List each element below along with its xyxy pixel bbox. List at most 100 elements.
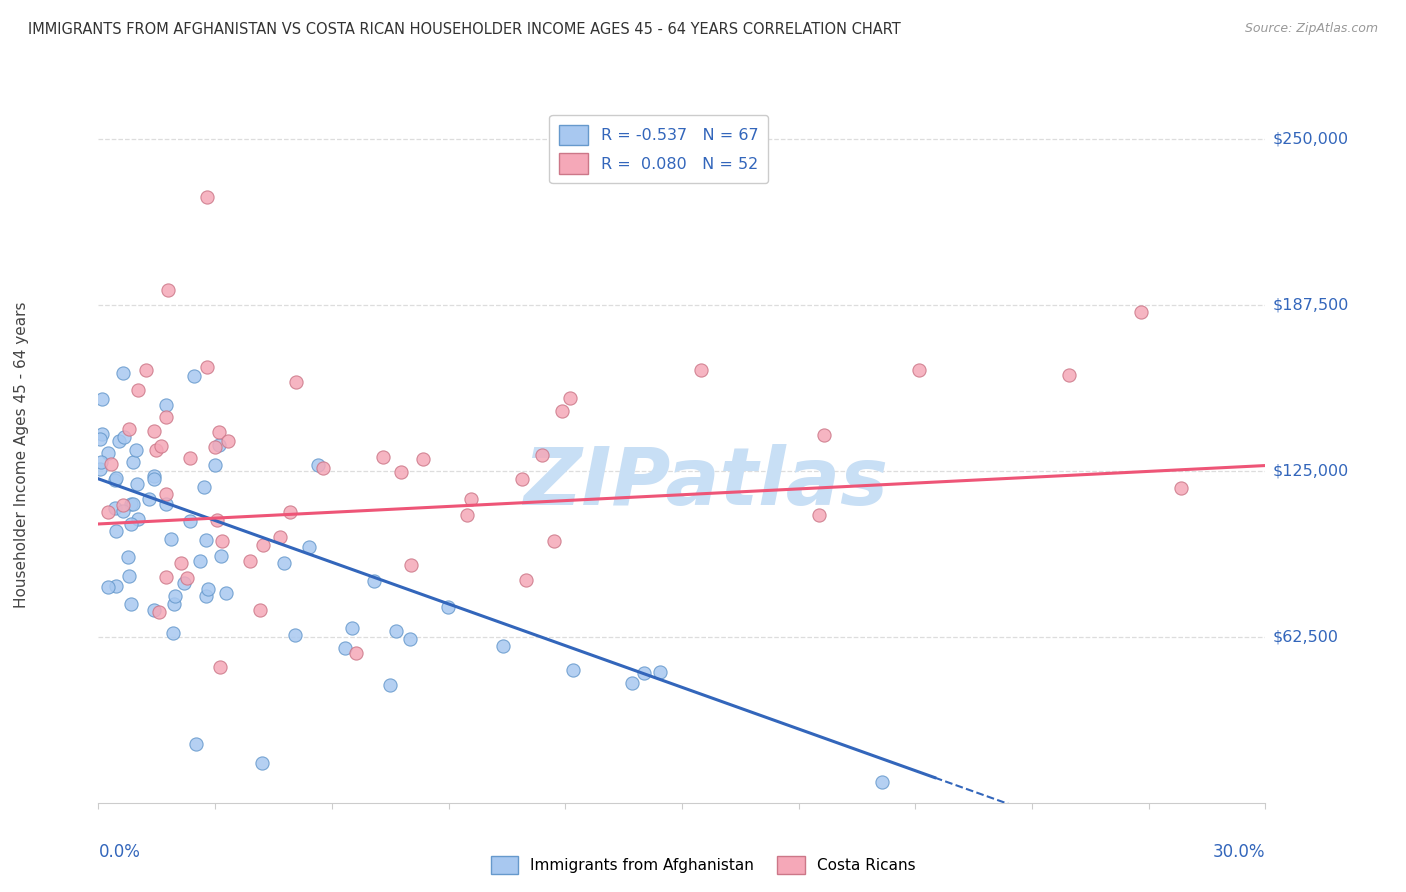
Point <box>89 461 111 475</box>
Point <box>398 632 420 647</box>
Point <box>195 589 218 603</box>
Point <box>412 452 434 467</box>
Point <box>163 589 186 603</box>
Point <box>193 480 215 494</box>
Point <box>204 440 226 454</box>
Point <box>179 451 201 466</box>
Point <box>176 571 198 585</box>
Point <box>120 598 142 612</box>
Point <box>307 458 329 472</box>
Point <box>138 492 160 507</box>
Point <box>456 508 478 522</box>
Point <box>121 497 143 511</box>
Point <box>188 554 211 568</box>
Point <box>150 440 173 454</box>
Point <box>211 533 233 548</box>
Text: 0.0%: 0.0% <box>98 843 141 861</box>
Point <box>155 486 177 500</box>
Point <box>91 426 114 441</box>
Point <box>105 524 128 539</box>
Point <box>179 514 201 528</box>
Point <box>170 556 193 570</box>
Point <box>492 639 515 653</box>
Point <box>385 624 408 638</box>
Text: $250,000: $250,000 <box>1272 131 1348 146</box>
Point <box>117 550 139 565</box>
Text: $125,000: $125,000 <box>1272 463 1348 478</box>
Point <box>97 505 120 519</box>
Point <box>143 468 166 483</box>
Point <box>157 283 180 297</box>
Point <box>371 450 394 464</box>
Point <box>127 512 149 526</box>
Point <box>155 497 177 511</box>
Point <box>515 573 537 587</box>
Point <box>127 476 149 491</box>
Point <box>90 455 112 469</box>
Point <box>1129 304 1152 318</box>
Text: 30.0%: 30.0% <box>1213 843 1265 861</box>
Point <box>104 474 127 488</box>
Point <box>183 368 205 383</box>
Point <box>633 665 655 680</box>
Point <box>112 429 135 443</box>
Point <box>120 497 142 511</box>
Point <box>813 428 835 442</box>
Text: $62,500: $62,500 <box>1272 630 1339 644</box>
Point <box>208 660 231 674</box>
Text: Source: ZipAtlas.com: Source: ZipAtlas.com <box>1244 22 1378 36</box>
Point <box>194 533 217 547</box>
Point <box>155 399 177 413</box>
Point <box>205 513 228 527</box>
Point <box>562 664 585 678</box>
Point <box>249 602 271 616</box>
Text: ZIPatlas: ZIPatlas <box>523 443 887 522</box>
Point <box>127 383 149 397</box>
Point <box>250 756 273 770</box>
Point <box>870 774 893 789</box>
Point <box>344 646 367 660</box>
Point <box>208 438 231 452</box>
Text: IMMIGRANTS FROM AFGHANISTAN VS COSTA RICAN HOUSEHOLDER INCOME AGES 45 - 64 YEARS: IMMIGRANTS FROM AFGHANISTAN VS COSTA RIC… <box>28 22 901 37</box>
Point <box>284 628 307 642</box>
Point <box>648 665 671 679</box>
Point <box>531 449 554 463</box>
Point <box>122 455 145 469</box>
Point <box>108 434 131 448</box>
Point <box>112 498 135 512</box>
Point <box>399 558 422 572</box>
Point <box>160 533 183 547</box>
Point <box>278 506 301 520</box>
Point <box>620 676 643 690</box>
Point <box>239 553 262 567</box>
Point <box>118 569 141 583</box>
Point <box>125 443 148 458</box>
Point <box>100 457 122 471</box>
Point <box>209 549 232 563</box>
Point <box>112 504 135 518</box>
Point <box>105 471 128 485</box>
Point <box>197 360 219 375</box>
Point <box>285 375 308 389</box>
Point <box>340 621 363 635</box>
Point <box>273 556 295 570</box>
Point <box>197 582 219 597</box>
Point <box>148 605 170 619</box>
Point <box>551 404 574 418</box>
Point <box>1057 368 1080 382</box>
Point <box>204 458 226 472</box>
Point <box>184 738 207 752</box>
Point <box>143 472 166 486</box>
Point <box>97 446 120 460</box>
Point <box>155 570 177 584</box>
Point <box>312 460 335 475</box>
Point <box>907 362 929 376</box>
Point <box>437 600 460 615</box>
Point <box>142 425 165 439</box>
Point <box>380 678 402 692</box>
Point <box>120 517 142 532</box>
Point <box>333 641 356 656</box>
Text: Householder Income Ages 45 - 64 years: Householder Income Ages 45 - 64 years <box>14 301 28 608</box>
Point <box>105 579 128 593</box>
Point <box>112 366 135 380</box>
